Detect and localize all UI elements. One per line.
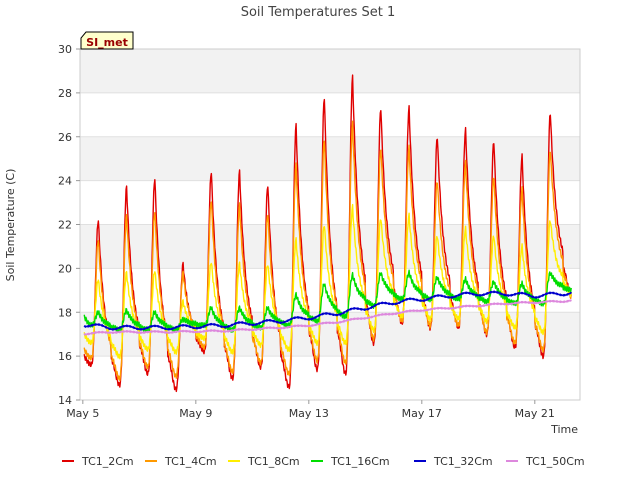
- y-tick-label: 22: [58, 219, 72, 232]
- legend-label-tc1_2cm: TC1_2Cm: [81, 455, 134, 468]
- x-tick-label: May 13: [289, 407, 329, 420]
- legend-label-tc1_8cm: TC1_8Cm: [247, 455, 300, 468]
- x-tick-label: May 9: [179, 407, 212, 420]
- y-tick-label: 18: [58, 306, 72, 319]
- y-tick-label: 24: [58, 175, 72, 188]
- legend-label-tc1_4cm: TC1_4Cm: [164, 455, 217, 468]
- x-tick-label: May 5: [66, 407, 99, 420]
- series-line-tc1_50cm: [83, 299, 572, 336]
- y-tick-label: 14: [58, 394, 72, 407]
- series-layer: [83, 74, 572, 393]
- y-tick-label: 26: [58, 131, 72, 144]
- site-label-box: SI_met: [80, 31, 134, 50]
- legend-label-tc1_16cm: TC1_16Cm: [330, 455, 390, 468]
- series-line-tc1_16cm: [83, 269, 572, 334]
- chart-title: Soil Temperatures Set 1: [241, 5, 396, 20]
- legend: TC1_2Cm TC1_4Cm TC1_8Cm TC1_16Cm TC1_32Cm TC1…: [62, 455, 585, 468]
- legend-label-tc1_32cm: TC1_32Cm: [433, 455, 493, 468]
- plot-band: [80, 136, 580, 181]
- site-label-shape: [80, 31, 134, 50]
- y-axis: 14 16 18 20 22 24 26 28 30: [58, 43, 80, 407]
- y-tick-label: 30: [58, 43, 72, 56]
- x-tick-label: May 21: [515, 407, 555, 420]
- x-tick-label: May 17: [402, 407, 442, 420]
- x-axis-label: Time: [550, 423, 578, 436]
- y-tick-label: 16: [58, 350, 72, 363]
- series-line-tc1_32cm: [83, 290, 572, 331]
- x-axis: May 5 May 9 May 13 May 17 May 21: [66, 400, 555, 420]
- y-tick-label: 20: [58, 262, 72, 275]
- plot-bands: [80, 48, 580, 401]
- y-axis-label: Soil Temperature (C): [4, 169, 17, 282]
- plot-band: [80, 49, 580, 93]
- plot-band: [80, 312, 580, 357]
- legend-label-tc1_50cm: TC1_50Cm: [525, 455, 585, 468]
- y-tick-label: 28: [58, 87, 72, 100]
- site-label-text: SI_met: [86, 36, 128, 49]
